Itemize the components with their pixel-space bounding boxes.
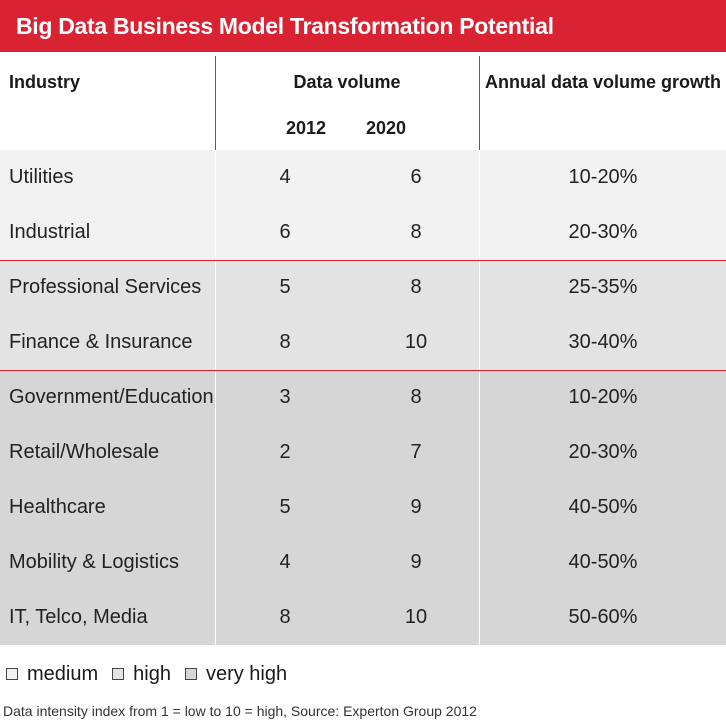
industry-cell: Government/Education	[9, 386, 214, 408]
legend-swatch-high	[112, 668, 125, 680]
group-separator	[0, 370, 726, 371]
data-volume-column-header: Data volume	[293, 72, 401, 92]
volume-2020-cell: 8	[410, 386, 422, 408]
volume-2012-cell: 6	[279, 221, 291, 243]
volume-2020-cell: 10	[404, 331, 428, 353]
volume-2012-cell: 3	[279, 386, 291, 408]
growth-cell: 30-40%	[568, 331, 638, 353]
volume-2020-cell: 9	[410, 551, 422, 573]
industry-cell: Mobility & Logistics	[9, 551, 180, 573]
table-row: IT, Telco, Media 8 10 50-60%	[0, 590, 726, 645]
volume-2020-cell: 10	[404, 606, 428, 628]
legend-item-very-high: very high	[184, 662, 288, 686]
volume-2012-cell: 5	[279, 276, 291, 298]
volume-2012-cell: 5	[279, 496, 291, 518]
volume-2020-cell: 8	[410, 276, 422, 298]
volume-2020-cell: 8	[410, 221, 422, 243]
industry-column-header: Industry	[9, 72, 81, 92]
table-row: Utilities 4 6 10-20%	[0, 150, 726, 205]
group-separator	[0, 260, 726, 261]
industry-cell: Professional Services	[9, 276, 202, 298]
table-row: Industrial 6 8 20-30%	[0, 205, 726, 260]
year-2012-header: 2012	[285, 118, 327, 138]
table-header: Industry Data volume 2012 2020 Annual da…	[0, 52, 726, 150]
volume-2012-cell: 2	[279, 441, 291, 463]
industry-cell: Industrial	[9, 221, 91, 243]
growth-cell: 40-50%	[568, 496, 638, 518]
chart-title: Big Data Business Model Transformation P…	[0, 0, 726, 52]
legend-label: medium	[27, 662, 99, 685]
volume-2020-cell: 6	[410, 166, 422, 188]
growth-cell: 10-20%	[568, 386, 638, 408]
column-divider	[215, 150, 216, 646]
growth-cell: 10-20%	[568, 166, 638, 188]
growth-cell: 50-60%	[568, 606, 638, 628]
column-divider	[479, 150, 480, 646]
volume-2012-cell: 8	[279, 606, 291, 628]
volume-2020-cell: 9	[410, 496, 422, 518]
legend-swatch-medium	[6, 668, 18, 680]
industry-cell: IT, Telco, Media	[9, 606, 148, 628]
industry-cell: Retail/Wholesale	[9, 441, 160, 463]
volume-2020-cell: 7	[410, 441, 422, 463]
year-2020-header: 2020	[365, 118, 407, 138]
legend-label: high	[133, 662, 171, 685]
table-row: Healthcare 5 9 40-50%	[0, 480, 726, 535]
industry-cell: Finance & Insurance	[9, 331, 193, 353]
table-row: Finance & Insurance 8 10 30-40%	[0, 315, 726, 370]
growth-cell: 20-30%	[568, 441, 638, 463]
legend-label: very high	[205, 662, 288, 685]
header-divider	[479, 56, 480, 150]
legend-item-high: high	[112, 663, 171, 686]
industry-cell: Healthcare	[9, 496, 106, 518]
growth-column-header: Annual data volume growth	[484, 72, 721, 92]
table-row: Professional Services 5 8 25-35%	[0, 260, 726, 315]
table-row: Mobility & Logistics 4 9 40-50%	[0, 535, 726, 590]
volume-2012-cell: 4	[279, 166, 291, 188]
legend: medium high very high	[6, 660, 301, 688]
header-divider	[215, 56, 216, 150]
table-row: Government/Education 3 8 10-20%	[0, 370, 726, 425]
volume-2012-cell: 4	[279, 551, 291, 573]
footnote: Data intensity index from 1 = low to 10 …	[3, 703, 477, 719]
table-row: Retail/Wholesale 2 7 20-30%	[0, 425, 726, 480]
volume-2012-cell: 8	[279, 331, 291, 353]
legend-swatch-very-high	[184, 668, 197, 680]
growth-cell: 25-35%	[568, 276, 638, 298]
growth-cell: 20-30%	[568, 221, 638, 243]
legend-item-medium: medium	[6, 663, 98, 686]
growth-cell: 40-50%	[568, 551, 638, 573]
industry-cell: Utilities	[9, 166, 74, 188]
